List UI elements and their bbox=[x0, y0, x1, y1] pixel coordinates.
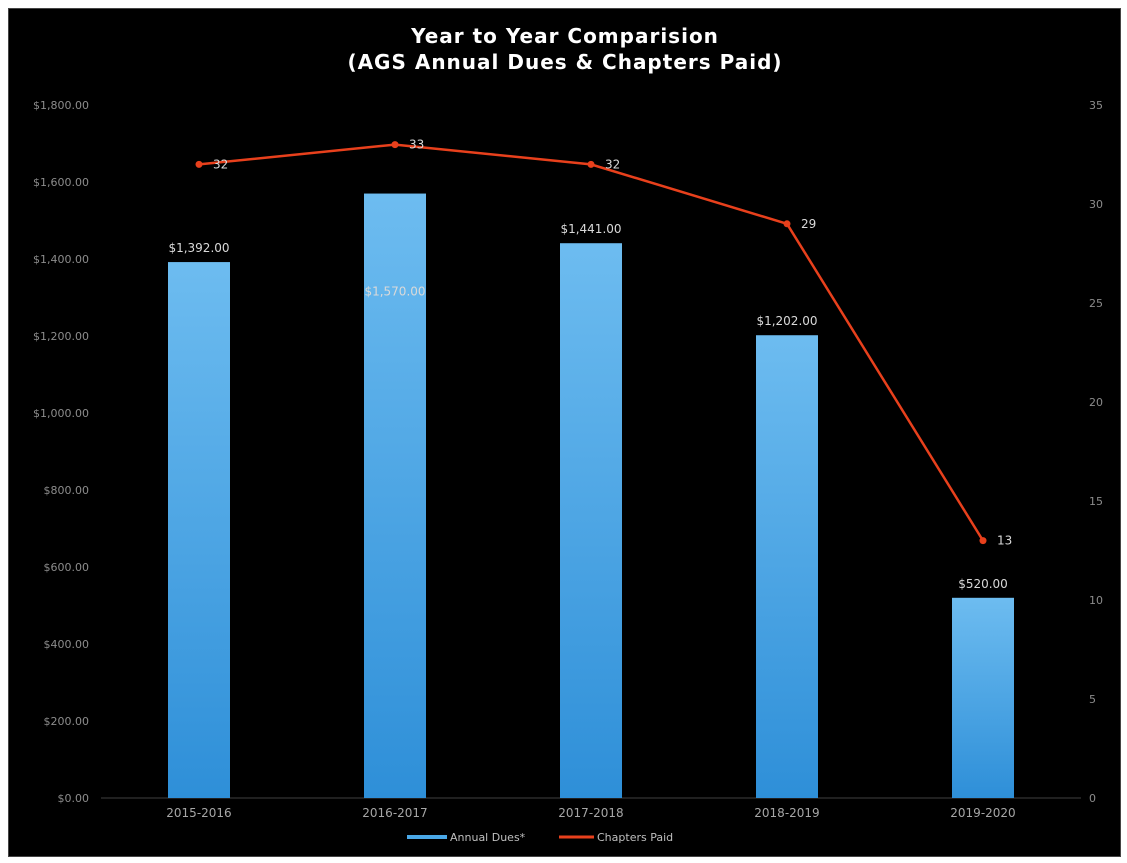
legend-swatch-annual-dues bbox=[407, 835, 447, 839]
bar bbox=[560, 243, 622, 799]
line-data-label: 33 bbox=[409, 138, 424, 152]
left-axis-tick-label: $1,200.00 bbox=[33, 330, 89, 343]
category-axis-labels: 2015-2016 2016-2017 2017-2018 2018-2019 2019… bbox=[166, 806, 1015, 820]
right-axis: 0 5 10 15 20 25 30 35 bbox=[1089, 99, 1103, 805]
left-axis-tick-label: $200.00 bbox=[44, 715, 90, 728]
legend-label-chapters-paid: Chapters Paid bbox=[597, 831, 673, 844]
line-data-label: 32 bbox=[605, 157, 620, 171]
right-axis-tick-label: 10 bbox=[1089, 594, 1103, 607]
bar-data-label: $1,202.00 bbox=[756, 314, 817, 328]
right-axis-tick-label: 20 bbox=[1089, 396, 1103, 409]
bar bbox=[364, 193, 426, 799]
left-axis-tick-label: $600.00 bbox=[44, 561, 90, 574]
right-axis-tick-label: 30 bbox=[1089, 198, 1103, 211]
line-data-labels: 32 33 32 29 13 bbox=[213, 138, 1012, 548]
line-point bbox=[979, 537, 987, 545]
line-data-label: 29 bbox=[801, 217, 816, 231]
category-label: 2015-2016 bbox=[166, 806, 231, 820]
right-axis-tick-label: 5 bbox=[1089, 693, 1096, 706]
line-series-chapters-paid bbox=[195, 141, 987, 545]
right-axis-tick-label: 35 bbox=[1089, 99, 1103, 112]
left-axis: $0.00 $200.00 $400.00 $600.00 $800.00 $1,000.… bbox=[33, 99, 89, 805]
bar-data-labels: $1,392.00 $1,570.00 $1,441.00 $1,202.00 $520… bbox=[168, 222, 1007, 591]
line-point bbox=[587, 160, 595, 168]
left-axis-tick-label: $1,600.00 bbox=[33, 176, 89, 189]
category-label: 2016-2017 bbox=[362, 806, 427, 820]
legend: Annual Dues* Chapters Paid bbox=[407, 831, 673, 844]
right-axis-tick-label: 0 bbox=[1089, 792, 1096, 805]
bar bbox=[952, 597, 1014, 798]
bar bbox=[168, 262, 230, 798]
left-axis-tick-label: $1,000.00 bbox=[33, 407, 89, 420]
bar-data-label: $1,570.00 bbox=[364, 285, 425, 299]
chart-title-line1: Year to Year Comparision bbox=[410, 24, 719, 48]
category-label: 2017-2018 bbox=[558, 806, 623, 820]
line-point bbox=[783, 220, 791, 228]
bar-series-annual-dues bbox=[168, 193, 1014, 799]
bar bbox=[756, 335, 818, 798]
legend-label-annual-dues: Annual Dues* bbox=[450, 831, 526, 844]
bar-data-label: $1,441.00 bbox=[560, 222, 621, 236]
right-axis-tick-label: 15 bbox=[1089, 495, 1103, 508]
chart-panel: Year to Year Comparision (AGS Annual Due… bbox=[8, 8, 1121, 857]
chart-svg: Year to Year Comparision (AGS Annual Due… bbox=[33, 24, 1103, 844]
left-axis-tick-label: $800.00 bbox=[44, 484, 90, 497]
bar-data-label: $1,392.00 bbox=[168, 241, 229, 255]
category-label: 2019-2020 bbox=[950, 806, 1015, 820]
left-axis-tick-label: $1,400.00 bbox=[33, 253, 89, 266]
left-axis-tick-label: $1,800.00 bbox=[33, 99, 89, 112]
line-point bbox=[391, 141, 399, 149]
bar-data-label: $520.00 bbox=[958, 577, 1008, 591]
line-data-label: 32 bbox=[213, 157, 228, 171]
line-data-label: 13 bbox=[997, 534, 1012, 548]
line-point bbox=[195, 160, 203, 168]
category-label: 2018-2019 bbox=[754, 806, 819, 820]
chart-title-line2: (AGS Annual Dues & Chapters Paid) bbox=[347, 50, 782, 74]
left-axis-tick-label: $400.00 bbox=[44, 638, 90, 651]
right-axis-tick-label: 25 bbox=[1089, 297, 1103, 310]
left-axis-tick-label: $0.00 bbox=[58, 792, 90, 805]
